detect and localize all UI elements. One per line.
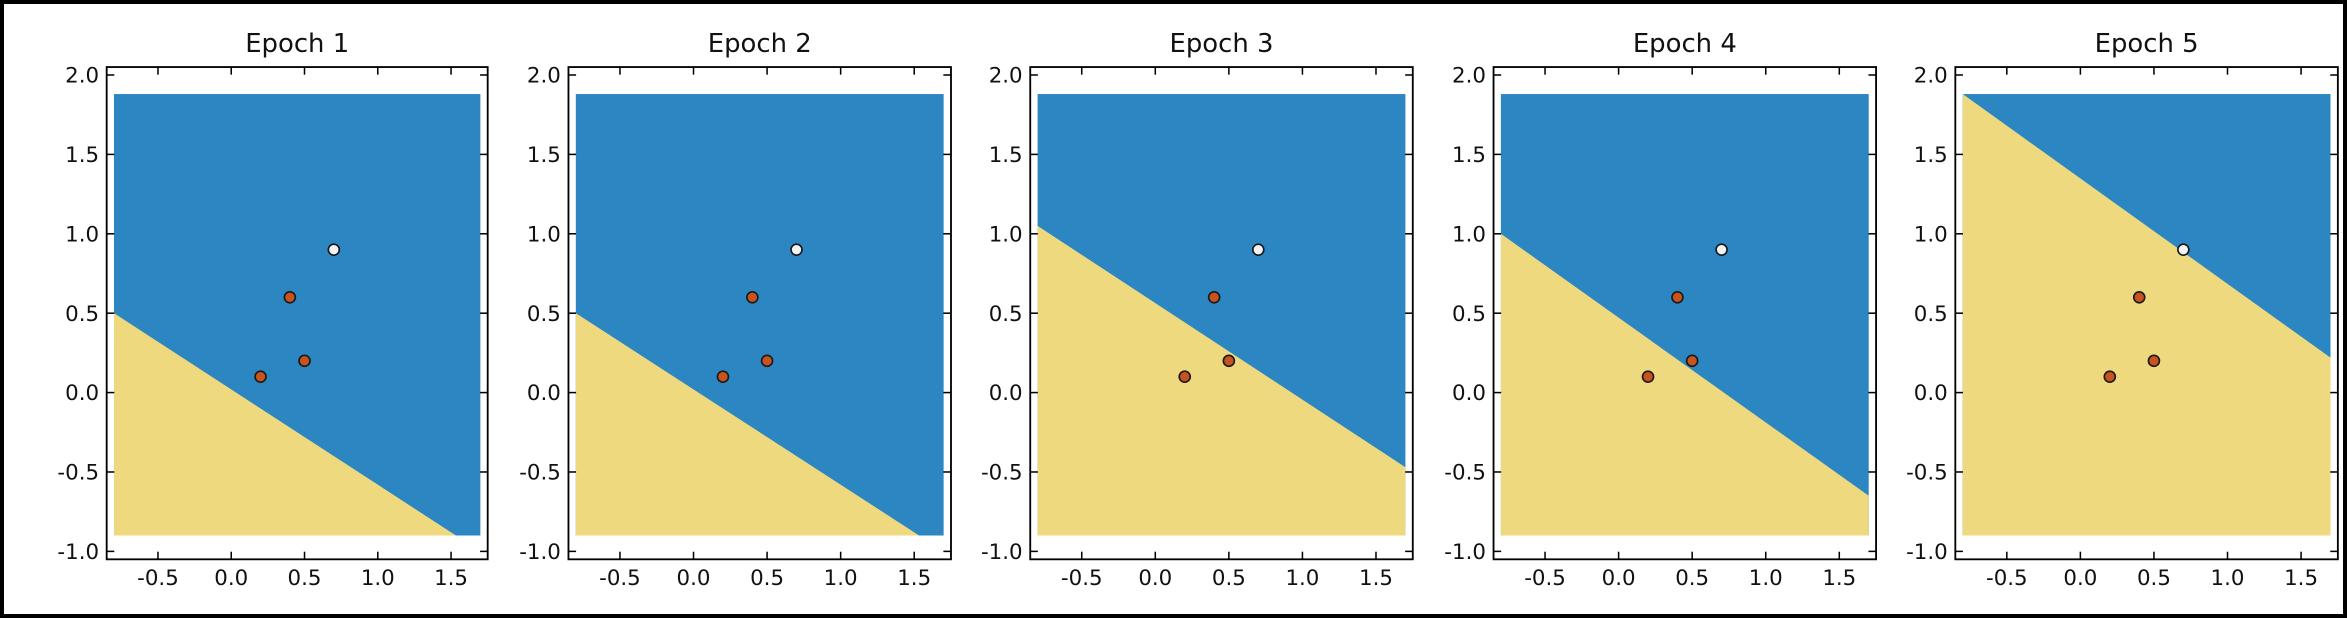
x-tick-label: 0.0 [677,566,711,591]
x-tick-label: 1.5 [897,566,931,591]
y-tick-label: 2.0 [1452,64,1486,89]
data-point-orange [2132,290,2146,304]
panel-epoch-3: Epoch 3 -0.5 0.0 0.5 1.0 1.5 2.0 1.5 1.0 0.5 0.0 -0… [981,29,1414,591]
decision-region-yellow [1962,94,2331,536]
y-tick-label: -1.0 [519,540,561,565]
y-tick-label: 1.5 [1914,143,1948,168]
x-tick-label: -0.5 [1986,566,2028,591]
data-point-orange [283,290,297,304]
x-tick-label: 0.0 [1602,566,1636,591]
y-tick-label: 1.0 [65,222,99,247]
y-tick-label: -0.5 [1906,461,1948,486]
x-tick-label: 1.0 [824,566,858,591]
x-tick-label: 0.0 [2063,566,2097,591]
panel-epoch-1: Epoch 1 -0.5 0.0 0.5 1.0 1.5 2.0 1.5 1.0 0.5 0.0 -0… [57,29,489,591]
y-tick-label: 1.0 [1914,222,1948,247]
data-point-orange [298,354,311,368]
panel-epoch-5: Epoch 5 -0.5 0.0 0.5 1.0 1.5 2.0 1.5 1.0 0.5 0.0 -0… [1906,29,2339,591]
y-tick-label: -0.5 [1444,461,1486,486]
y-tick-label: 0.5 [1914,302,1948,327]
x-tick-label: -0.5 [1061,566,1103,591]
y-tick-label: -1.0 [981,540,1023,565]
data-point-orange [1207,290,1221,304]
x-tick-label: 0.5 [2137,566,2171,591]
x-tick-label: 1.0 [2211,566,2245,591]
y-tick-label: -1.0 [1906,540,1948,565]
x-tick-label: -0.5 [137,566,179,591]
panel-epoch-2: Epoch 2 -0.5 0.0 0.5 1.0 1.5 2.0 1.5 1.0 0.5 0.0 -0… [519,29,952,591]
chart-title: Epoch 4 [1633,29,1737,59]
x-tick-label: 0.0 [1138,566,1172,591]
data-point-white [1715,243,1728,256]
x-tick-label: 0.5 [288,566,322,591]
x-tick-label: 1.5 [1359,566,1393,591]
y-tick-label: 0.0 [527,381,561,406]
y-tick-label: -0.5 [519,461,561,486]
x-tick-label: 0.0 [214,566,248,591]
x-tick-label: 1.5 [1822,566,1856,591]
y-tick-label: 1.5 [65,143,99,168]
data-point-orange [1178,370,1192,384]
data-point-orange [1671,290,1684,304]
y-tick-label: 0.5 [1452,302,1486,327]
data-point-white [327,243,341,256]
data-point-orange [746,290,759,304]
y-tick-label: 1.5 [1452,143,1486,168]
x-tick-label: 1.5 [434,566,468,591]
panel-epoch-4: Epoch 4 -0.5 0.0 0.5 1.0 1.5 2.0 1.5 1.0 0.5 0.0 -0… [1444,29,1877,591]
y-tick-label: 1.0 [1452,222,1486,247]
x-tick-label: 0.5 [1675,566,1709,591]
decision-region-yellow [1500,233,1869,536]
y-tick-label: -0.5 [57,461,99,486]
y-tick-label: 1.0 [989,222,1023,247]
y-tick-label: 1.5 [989,143,1023,168]
x-tick-label: -0.5 [1524,566,1566,591]
y-tick-label: 0.5 [65,302,99,327]
chart-title: Epoch 1 [245,29,349,59]
data-point-orange [1685,354,1699,368]
data-point-orange [760,354,774,368]
y-tick-label: 2.0 [65,64,99,89]
y-tick-label: 0.0 [65,381,99,406]
decision-region-yellow [114,313,456,536]
data-point-orange [254,370,267,384]
data-point-white [1251,243,1265,256]
y-tick-label: 0.0 [1914,381,1948,406]
y-tick-label: 0.5 [989,302,1023,327]
decision-region-yellow [575,313,920,536]
y-tick-label: -1.0 [57,540,99,565]
x-tick-label: 1.0 [1285,566,1319,591]
y-tick-label: 1.5 [527,143,561,168]
data-point-orange [2103,370,2117,384]
figure-scaled-group: Epoch 1 -0.5 0.0 0.5 1.0 1.5 2.0 1.5 1.0 0.5 0.0 -0… [57,29,2339,591]
x-tick-label: 1.5 [2284,566,2318,591]
y-tick-label: 0.0 [989,381,1023,406]
y-tick-label: 2.0 [989,64,1023,89]
x-tick-label: 0.5 [750,566,784,591]
data-point-orange [716,370,730,384]
chart-title: Epoch 3 [1170,29,1274,59]
x-tick-label: 0.5 [1212,566,1246,591]
y-tick-label: 0.5 [527,302,561,327]
y-tick-label: -0.5 [981,461,1023,486]
data-point-white [790,243,803,256]
y-tick-label: 0.0 [1452,381,1486,406]
chart-title: Epoch 5 [2095,29,2199,59]
data-point-orange [1641,370,1655,384]
x-tick-label: -0.5 [599,566,641,591]
chart-title: Epoch 2 [708,29,812,59]
data-point-orange [1222,354,1236,368]
data-point-white [2177,243,2190,256]
decision-region-yellow [1037,225,1406,536]
y-tick-label: 1.0 [527,222,561,247]
x-tick-label: 1.0 [361,566,395,591]
y-tick-label: -1.0 [1444,540,1486,565]
data-point-orange [2147,354,2161,368]
y-tick-label: 2.0 [527,64,561,89]
y-tick-label: 2.0 [1914,64,1948,89]
x-tick-label: 1.0 [1749,566,1783,591]
